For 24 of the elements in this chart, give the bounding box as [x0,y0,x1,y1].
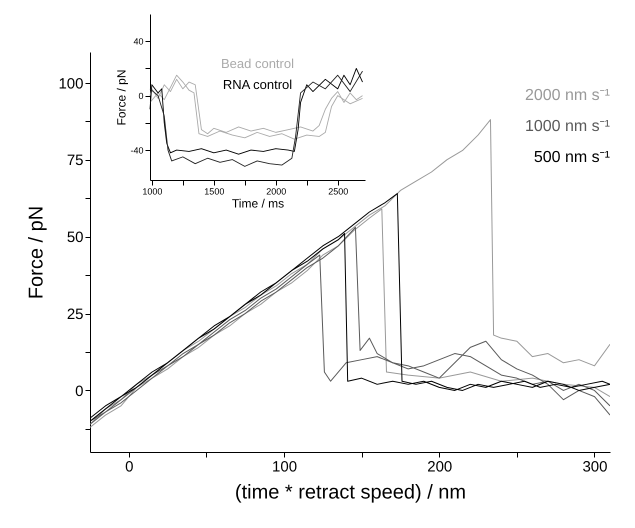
x-axis-title: (time * retract speed) / nm [234,482,466,504]
y-tick-label: 0 [138,91,144,102]
y-tick-label: 40 [133,36,144,47]
y-tick-label: 50 [66,229,84,246]
y-axis-title: Force / pN [25,206,48,300]
x-axis-title: Time / ms [232,196,284,210]
text: 500 nm s⁻¹ [534,149,610,166]
y-tick-label: 0 [75,382,84,400]
y-axis-title: Force / pN [114,69,128,126]
text: 1000 nm s⁻¹ [524,118,610,135]
x-tick-label: 100 [272,458,298,476]
x-tick-label: 1000 [142,186,162,196]
series-label: RNA control [222,77,292,92]
y-tick-label: -40 [130,146,144,156]
x-tick-label: 2000 [266,186,286,196]
text: 2000 nm s⁻¹ [524,87,610,104]
y-tick-label: 100 [58,75,84,92]
x-tick-label: 300 [582,458,608,476]
x-tick-label: 2500 [328,186,348,196]
y-tick-label: 25 [66,306,84,324]
x-tick-label: 200 [427,458,452,476]
text: Bead control [221,56,294,71]
x-tick-label: 1500 [204,186,224,196]
y-tick-label: 75 [66,152,84,170]
